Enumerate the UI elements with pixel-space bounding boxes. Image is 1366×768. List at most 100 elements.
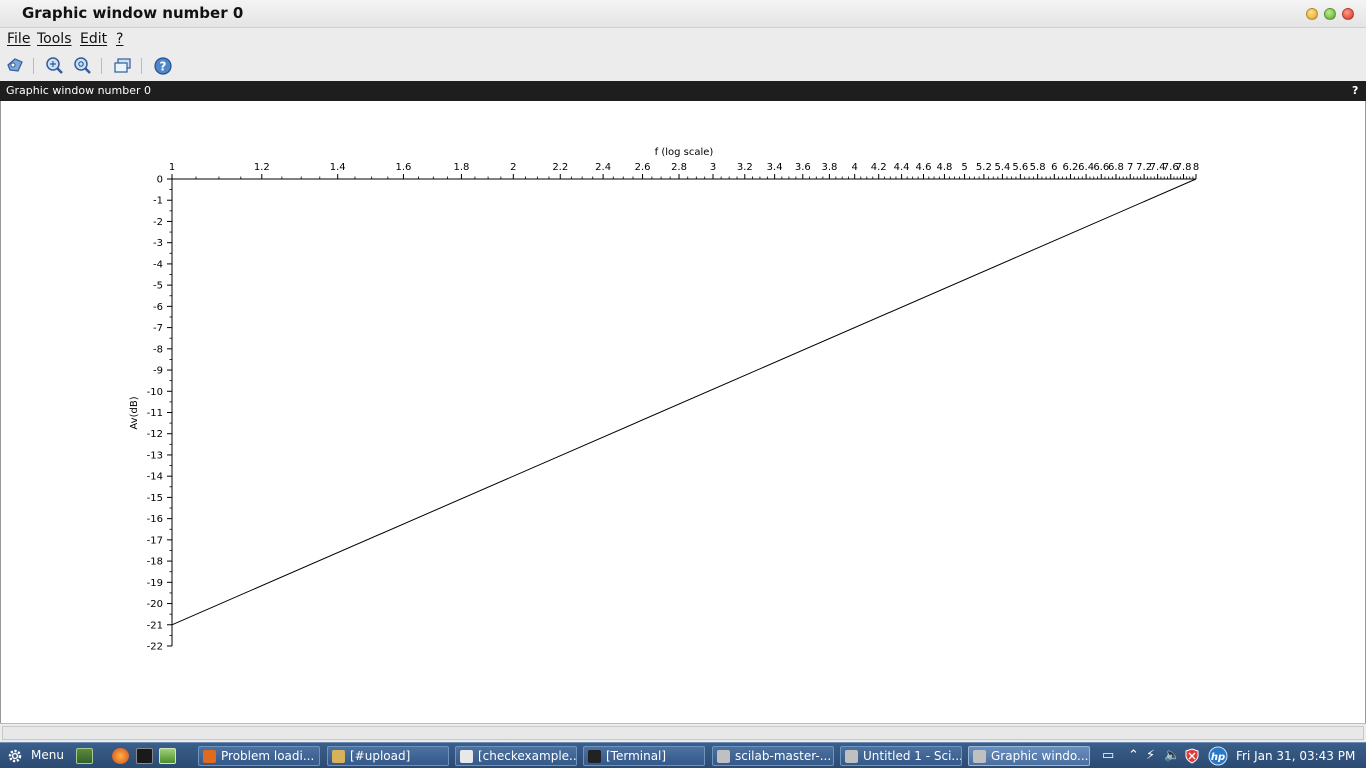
y-tick-label: -7 <box>153 323 163 334</box>
y-tick-label: -4 <box>153 259 163 270</box>
x-tick-label: 3.6 <box>795 162 811 173</box>
tray-network-icon[interactable]: ⚡ <box>1146 748 1156 763</box>
y-tick-label: 0 <box>157 175 163 186</box>
x-tick-label: 3.2 <box>737 162 753 173</box>
x-tick-label: 6.8 <box>1108 162 1124 173</box>
taskbar-task[interactable]: [checkexample... <box>455 746 577 766</box>
tray-shield-icon[interactable] <box>1184 748 1200 764</box>
dock-help-button[interactable]: ? <box>1352 84 1359 97</box>
toolbar: ? <box>0 52 1366 80</box>
tray-hp-icon[interactable]: hp <box>1208 746 1228 766</box>
terminal-icon[interactable] <box>136 748 153 764</box>
graphic-canvas[interactable]: 1 1.2 1.4 1.6 1.8 2 2.2 2.4 2.6 2.8 3 3.2 3.4 3.6 3.8 4… <box>0 101 1366 723</box>
x-tick-label: 6.2 <box>1063 162 1079 173</box>
window-titlebar: Graphic window number 0 <box>0 0 1366 28</box>
clock: Fri Jan 31, 03:43 PM <box>1236 749 1356 763</box>
task-label: scilab-master-... <box>735 749 832 763</box>
tray-chevron-up-icon[interactable]: ⌃ <box>1128 748 1139 763</box>
x-tick-label: 4.2 <box>871 162 887 173</box>
menu-help[interactable]: ? <box>116 31 124 47</box>
maximize-button[interactable] <box>1324 8 1336 20</box>
svg-text:?: ? <box>160 60 167 74</box>
task-label: [#upload] <box>350 749 411 763</box>
series-line <box>171 178 1197 626</box>
taskbar-task[interactable]: [Terminal] <box>583 746 705 766</box>
x-tick-label: 3.8 <box>821 162 837 173</box>
y-tick-label: -5 <box>153 281 163 292</box>
task-app-icon <box>588 750 601 763</box>
x-tick-label: 5.8 <box>1030 162 1046 173</box>
graphic-dock-bar: Graphic window number 0 ? <box>0 81 1366 101</box>
dock-title: Graphic window number 0 <box>6 84 151 97</box>
window-title: Graphic window number 0 <box>22 4 244 22</box>
task-app-icon <box>460 750 473 763</box>
close-button[interactable] <box>1342 8 1354 20</box>
taskbar-task[interactable]: scilab-master-... <box>712 746 834 766</box>
x-tick-label: 6.4 <box>1078 162 1094 173</box>
x-tick-label: 1 <box>169 162 175 173</box>
x-tick-label: 4.6 <box>916 162 932 173</box>
y-tick-label: -17 <box>147 535 163 546</box>
datatip-icon[interactable] <box>5 56 25 76</box>
taskbar-task[interactable]: [#upload] <box>327 746 449 766</box>
x-tick-label: 7 <box>1127 162 1133 173</box>
tray-window-icon[interactable]: ▭ <box>1102 748 1115 763</box>
y-tick-label: -19 <box>147 578 163 589</box>
y-tick-label: -2 <box>153 217 163 228</box>
task-label: Untitled 1 - Sci... <box>863 749 962 763</box>
x-tick-label: 1.8 <box>453 162 469 173</box>
task-app-icon <box>717 750 730 763</box>
taskbar-task[interactable]: Graphic windo... <box>968 746 1090 766</box>
minimize-button[interactable] <box>1306 8 1318 20</box>
task-app-icon <box>845 750 858 763</box>
menu-file[interactable]: File <box>7 31 31 47</box>
show-desktop-icon[interactable] <box>76 748 93 764</box>
file-manager-icon[interactable] <box>159 748 176 764</box>
task-app-icon <box>203 750 216 763</box>
task-label: Problem loadi... <box>221 749 315 763</box>
y-tick-label: -6 <box>153 302 163 313</box>
svg-text:hp: hp <box>1211 752 1225 763</box>
x-tick-label: 1.6 <box>395 162 411 173</box>
y-axis-label: Av(dB) <box>129 396 140 429</box>
menu-tools[interactable]: Tools <box>37 31 72 47</box>
rotate-icon[interactable] <box>113 56 133 76</box>
y-tick-label: -15 <box>147 493 163 504</box>
unzoom-icon[interactable] <box>73 56 93 76</box>
x-tick-label: 5 <box>961 162 967 173</box>
plot-area: 1 1.2 1.4 1.6 1.8 2 2.2 2.4 2.6 2.8 3 3.2 3.4 3.6 3.8 4… <box>129 147 1199 653</box>
x-tick-label: 7.2 <box>1136 162 1152 173</box>
x-tick-label: 2.4 <box>595 162 611 173</box>
toolbar-separator <box>141 58 142 74</box>
x-tick-label: 4 <box>851 162 857 173</box>
y-tick-label: -20 <box>147 599 163 610</box>
help-icon[interactable]: ? <box>153 56 173 76</box>
x-tick-label: 4.8 <box>936 162 952 173</box>
y-tick-label: -1 <box>153 196 163 207</box>
zoom-icon[interactable] <box>45 56 65 76</box>
taskbar-task[interactable]: Problem loadi... <box>198 746 320 766</box>
taskbar-task[interactable]: Untitled 1 - Sci... <box>840 746 962 766</box>
y-tick-label: -16 <box>147 514 163 525</box>
y-tick-label: -13 <box>147 450 163 461</box>
task-label: [checkexample... <box>478 749 577 763</box>
x-tick-label: 2 <box>510 162 516 173</box>
x-tick-label: 1.2 <box>254 162 270 173</box>
tray-volume-icon[interactable]: 🔈 <box>1164 748 1181 763</box>
task-label: Graphic windo... <box>991 749 1089 763</box>
start-menu-button[interactable]: Menu <box>31 748 64 762</box>
firefox-icon[interactable] <box>112 748 129 764</box>
status-bar <box>0 723 1366 742</box>
x-tick-label: 2.6 <box>635 162 651 173</box>
menu-edit[interactable]: Edit <box>80 31 108 47</box>
menu-gear-icon[interactable] <box>6 747 24 765</box>
x-tick-label: 6 <box>1051 162 1057 173</box>
y-tick-label: -9 <box>153 366 163 377</box>
x-tick-label: 2.8 <box>671 162 687 173</box>
x-tick-label: 5.6 <box>1012 162 1028 173</box>
x-tick-label: 4.4 <box>894 162 910 173</box>
y-tick-label: -8 <box>153 344 163 355</box>
y-tick-label: -14 <box>147 472 163 483</box>
task-label: [Terminal] <box>606 749 667 763</box>
toolbar-separator <box>33 58 34 74</box>
